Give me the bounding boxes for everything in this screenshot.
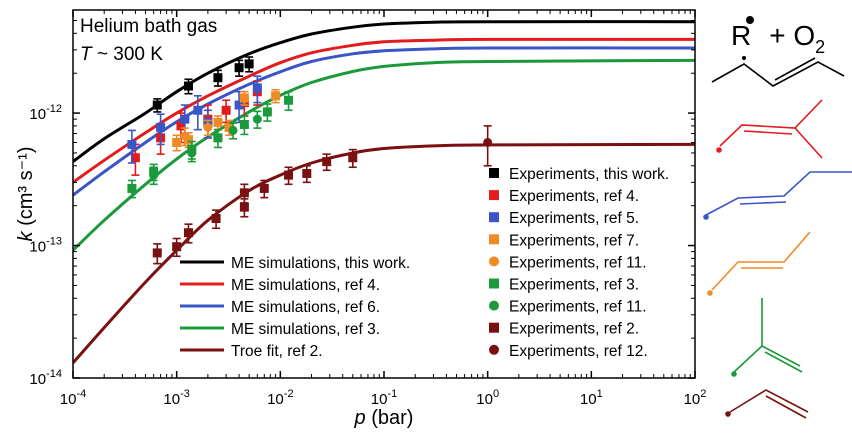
data-point-s3-p4 [239, 90, 249, 106]
curve-4 [73, 142, 695, 364]
y-tick-label-1: 10-13 [29, 236, 62, 256]
legend-marker-label-8: Experiments, ref 12. [509, 343, 648, 360]
axis-ticks: 10-4 10-3 10-2 10-1 100 101 102 10-14 10-13 10-12 [29, 9, 707, 408]
y-tick-label-2: 10-12 [29, 103, 62, 123]
data-point-s3-p0 [172, 134, 182, 152]
curve-1 [73, 37, 695, 184]
legend-marker-swatch-0 [489, 168, 499, 178]
legend-marker-label-0: Experiments, this work. [509, 166, 669, 183]
data-point-s6-p0 [149, 166, 159, 186]
legend-line-label-4: Troe fit, ref 2. [231, 343, 323, 360]
x-tick-label-3: 10-1 [371, 388, 397, 408]
legend-marker-swatch-4 [489, 256, 499, 267]
x-tick-label-5: 101 [580, 388, 603, 408]
data-point-s1-p4 [221, 99, 231, 124]
darkred-radical-structure [725, 389, 809, 419]
temperature-annotation: T ~ 300 K [80, 44, 163, 65]
orange-radical-structure [707, 231, 811, 296]
black-radical-structure [711, 56, 845, 87]
x-tick-label-6: 102 [684, 388, 707, 408]
markers-legend: Experiments, this work. Experiments, ref … [489, 166, 669, 360]
legend-marker-swatch-6 [489, 300, 499, 311]
data-point-s5-p5 [262, 103, 272, 122]
legend-marker-label-1: Experiments, ref 4. [509, 188, 639, 205]
data-point-s7-p6 [259, 179, 269, 199]
data-point-s2-p1 [156, 113, 166, 146]
legend-marker-swatch-8 [489, 344, 499, 355]
x-tick-label-0: 10-4 [60, 388, 86, 408]
legend-marker-label-3: Experiments, ref 7. [509, 232, 639, 249]
x-tick-label-2: 10-2 [267, 388, 293, 408]
data-point-s0-p1 [183, 78, 193, 95]
data-point-s6-p2 [228, 122, 238, 140]
data-point-s0-p2 [213, 69, 223, 87]
data-point-s3-p5 [271, 88, 281, 104]
x-tick-label-4: 100 [476, 388, 499, 408]
reaction-label: R + O2 [731, 20, 825, 57]
data-point-s3-p3 [224, 119, 234, 137]
lines-legend: ME simulations, this work. ME simulations… [180, 255, 410, 360]
data-point-s5-p3 [213, 128, 223, 149]
data-point-s4-p0 [180, 127, 190, 147]
data-point-s4-p1 [203, 119, 213, 137]
simulation-curves [73, 20, 695, 364]
legend-marker-swatch-7 [489, 322, 499, 333]
legend-marker-label-6: Experiments, ref 11. [509, 299, 647, 316]
data-point-s5-p0 [127, 179, 137, 199]
data-point-s5-p4 [239, 115, 249, 136]
curve-0 [73, 20, 695, 163]
data-point-s7-p1 [172, 237, 182, 258]
experimental-points [127, 56, 493, 265]
curve-3 [73, 58, 695, 252]
legend-marker-label-2: Experiments, ref 5. [509, 210, 639, 227]
data-point-s6-p3 [252, 110, 262, 129]
x-axis-label: p (bar) [354, 407, 414, 429]
bath-gas-annotation: Helium bath gas [80, 16, 217, 37]
radical-dot-icon [746, 16, 754, 24]
legend-line-label-1: ME simulations, ref 4. [231, 277, 380, 294]
data-point-s7-p9 [322, 153, 332, 172]
data-point-s7-p5 [239, 183, 249, 204]
legend-line-label-2: ME simulations, ref 6. [231, 299, 380, 316]
data-point-s0-p4 [244, 56, 254, 73]
curve-2 [73, 46, 695, 197]
legend-line-label-0: ME simulations, this work. [231, 255, 410, 272]
legend-marker-swatch-1 [489, 190, 499, 201]
data-point-s2-p3 [193, 95, 203, 131]
legend-marker-swatch-5 [489, 278, 499, 289]
legend-marker-label-4: Experiments, ref 11. [509, 254, 647, 271]
data-point-s2-p6 [252, 75, 262, 104]
data-point-s6-p1 [187, 144, 197, 163]
data-point-s7-p3 [211, 209, 221, 230]
legend-marker-label-7: Experiments, ref 2. [509, 321, 639, 338]
data-point-s7-p8 [302, 164, 312, 184]
data-point-s0-p0 [152, 98, 162, 113]
data-point-s7-p0 [152, 243, 162, 265]
data-point-s0-p3 [234, 59, 244, 77]
data-point-s2-p0 [127, 129, 137, 164]
red-radical-structure [716, 99, 823, 159]
data-point-s7-p2 [183, 223, 193, 244]
x-tick-label-1: 10-3 [163, 388, 189, 408]
data-point-s8-p0 [483, 125, 493, 167]
y-axis-label: k (cm³ s⁻¹) [15, 147, 37, 242]
data-point-s7-p10 [348, 148, 358, 169]
blue-radical-structure [703, 171, 852, 220]
data-point-s5-p6 [284, 90, 294, 112]
y-tick-label-0: 10-14 [29, 368, 62, 388]
legend-marker-swatch-2 [489, 212, 499, 223]
legend-marker-swatch-3 [489, 234, 499, 245]
green-radical-structure [731, 298, 803, 377]
legend-marker-label-5: Experiments, ref 3. [509, 277, 639, 294]
data-point-s7-p7 [284, 166, 294, 186]
legend-line-label-3: ME simulations, ref 3. [231, 321, 380, 338]
